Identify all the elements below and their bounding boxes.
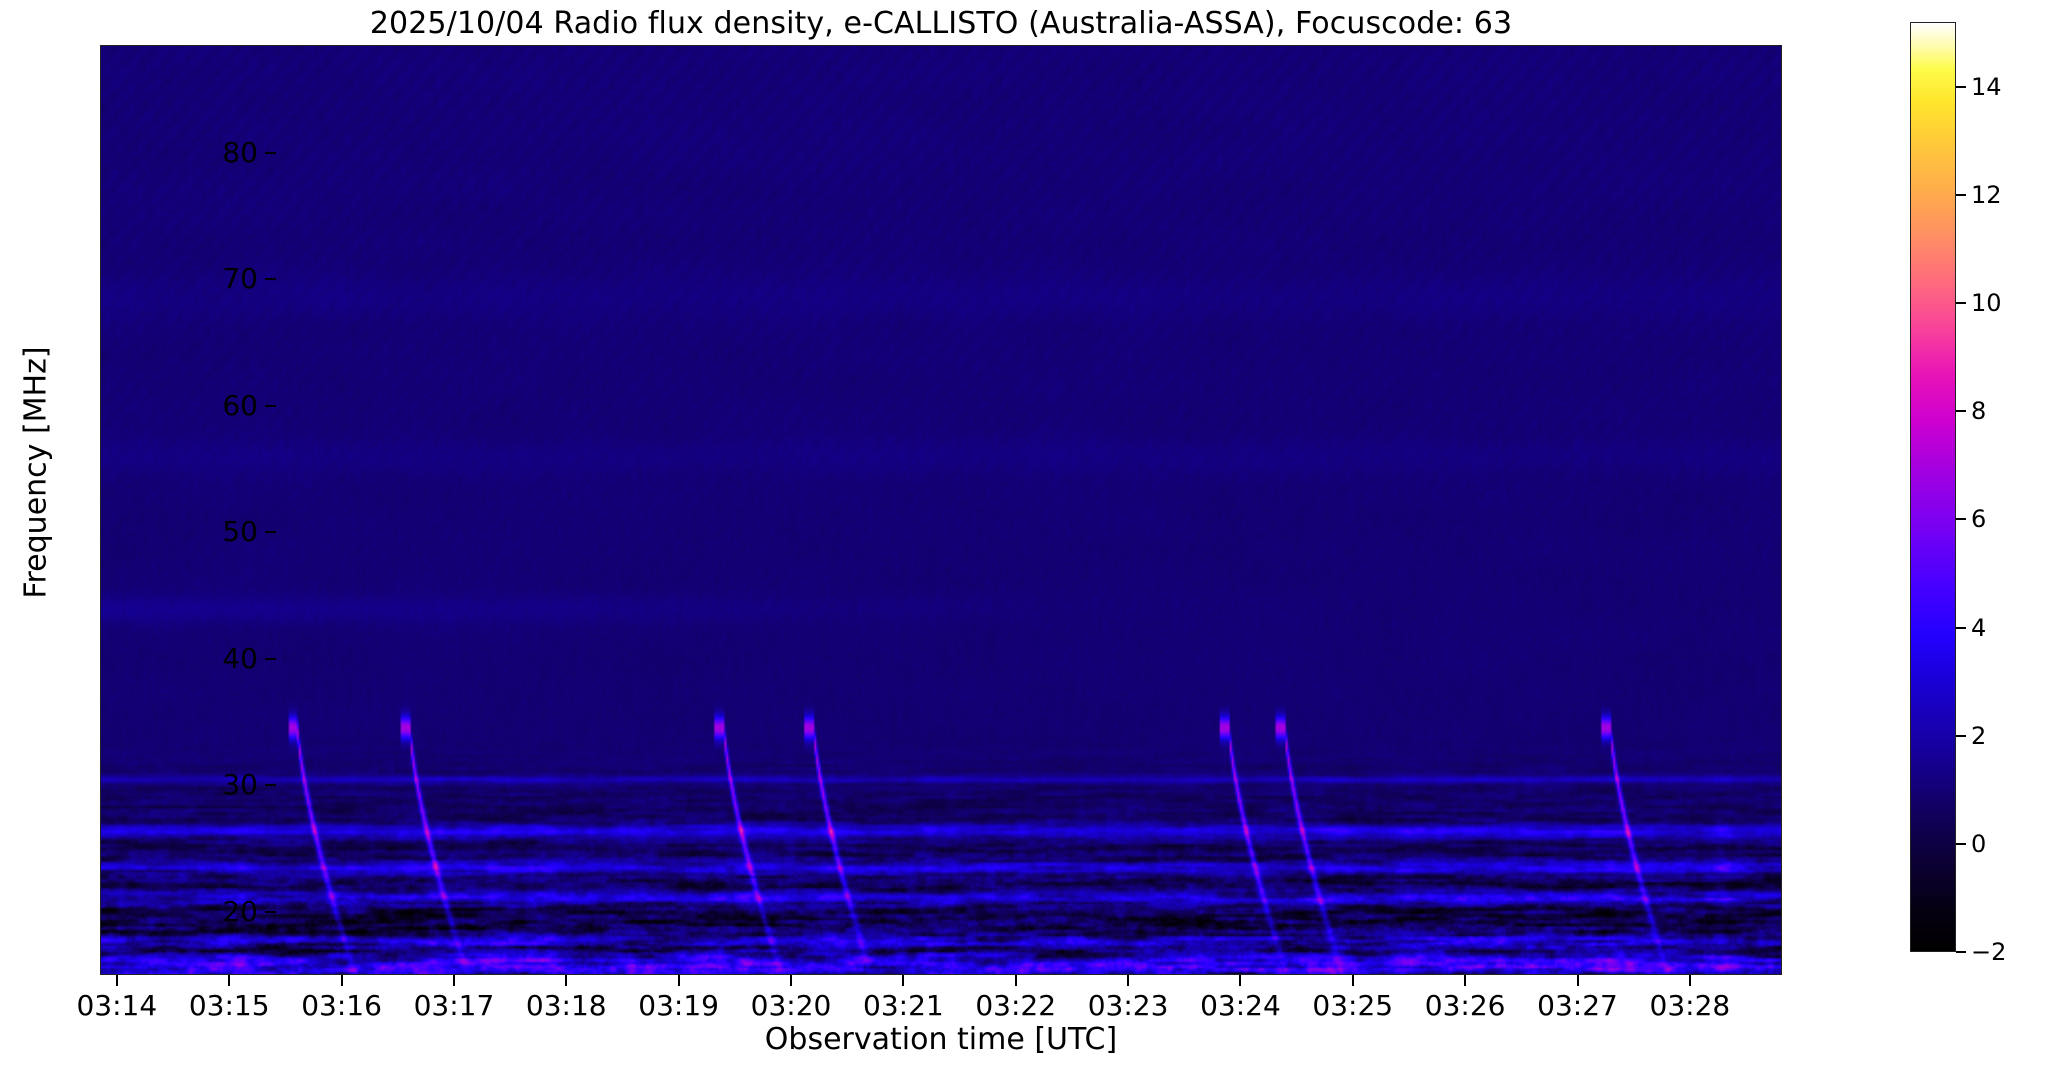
colorbar-tick-label: 10 [1971,289,2002,318]
x-tick-mark [790,975,792,986]
y-tick-label: 20 [222,894,258,928]
x-tick-mark [452,975,455,986]
x-tick-mark [1688,975,1691,986]
spectrogram-plot-area [100,45,1782,975]
x-tick-label: 03:25 [1312,989,1394,1022]
page-title: 2025/10/04 Radio flux density, e-CALLIST… [369,6,1513,41]
colorbar-tick-label: 8 [1971,397,1987,426]
y-tick-label: 60 [222,388,258,422]
colorbar-tick-mark [1956,194,1966,197]
x-tick-label: 03:22 [975,989,1057,1022]
x-tick-label: 03:23 [1087,989,1169,1022]
colorbar-tick-mark [1956,842,1966,845]
colorbar-tick-label: 4 [1971,613,1987,642]
y-tick-mark [265,910,276,913]
colorbar-tick-mark [1956,410,1966,413]
colorbar-tick-label: 2 [1971,721,1987,750]
x-tick-mark [228,975,231,986]
colorbar-tick-mark [1956,518,1966,521]
y-tick-label: 50 [222,515,258,549]
y-tick-mark [265,784,276,787]
x-tick-label: 03:17 [413,989,495,1022]
x-tick-mark [1464,975,1467,986]
x-tick-mark [565,975,568,986]
y-axis-label: Frequency [MHz] [18,346,54,599]
colorbar-tick-mark [1956,626,1966,629]
colorbar-tick-label: 0 [1971,829,1987,858]
colorbar-tick-mark [1956,951,1966,953]
x-tick-mark [677,975,680,986]
x-tick-mark [1576,975,1579,986]
y-tick-label: 30 [222,768,258,802]
y-tick-mark [265,151,276,154]
x-tick-mark [1014,975,1017,986]
x-tick-mark [340,975,343,986]
y-tick-mark [265,278,276,281]
x-tick-label: 03:16 [301,989,382,1022]
x-tick-label: 03:27 [1537,989,1618,1022]
colorbar-tick-label: 12 [1971,181,2002,210]
y-tick-mark [265,657,276,660]
y-tick-label: 70 [222,262,258,296]
x-tick-label: 03:15 [188,989,270,1022]
colorbar-tick-label: −2 [1971,938,2007,966]
colorbar-tick-label: 6 [1971,505,1987,534]
colorbar-tick-mark [1956,85,1966,88]
x-tick-mark [1351,975,1354,986]
x-axis-label: Observation time [UTC] [764,1022,1118,1057]
y-tick-label: 40 [222,641,258,675]
y-tick-mark [265,531,276,534]
x-tick-label: 03:24 [1200,989,1281,1022]
colorbar-tick-mark [1956,734,1966,737]
x-tick-label: 03:14 [76,989,158,1022]
x-tick-label: 03:19 [638,989,719,1022]
x-tick-mark [1127,975,1130,986]
colorbar-tick-mark [1956,302,1966,305]
x-tick-label: 03:21 [863,989,944,1022]
x-tick-mark [115,975,118,986]
y-tick-mark [265,404,276,407]
y-tick-label: 80 [222,135,258,169]
x-tick-label: 03:28 [1649,989,1731,1022]
x-tick-label: 03:26 [1424,989,1506,1022]
x-tick-mark [902,975,905,986]
colorbar [1910,22,1956,952]
x-tick-label: 03:18 [525,989,607,1022]
x-tick-label: 03:20 [750,989,832,1022]
spectrogram-image [101,46,1781,974]
x-tick-mark [1239,975,1242,986]
colorbar-tick-label: 14 [1971,72,2002,101]
